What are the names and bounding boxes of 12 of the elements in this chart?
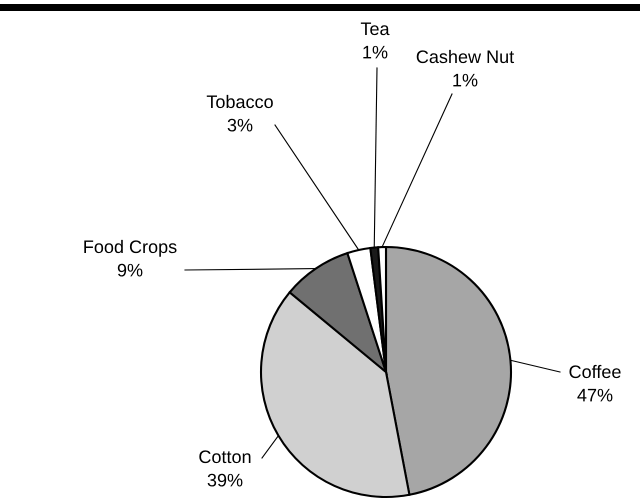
data-label: 3% <box>228 118 252 132</box>
slice-label: Cashew Nut <box>416 50 514 64</box>
slice-label: Cotton <box>199 450 250 464</box>
data-label: 1% <box>363 46 388 58</box>
slice-label: Coffee <box>569 364 621 378</box>
slice-label: Tobacco <box>206 94 273 108</box>
data-label: 39% <box>208 474 242 487</box>
data-label: 1% <box>453 74 478 86</box>
slice-label: Food Crops <box>84 240 177 257</box>
slice-label: Tea <box>360 22 390 36</box>
data-label: 47% <box>577 388 612 402</box>
data-label: 9% <box>118 264 142 277</box>
